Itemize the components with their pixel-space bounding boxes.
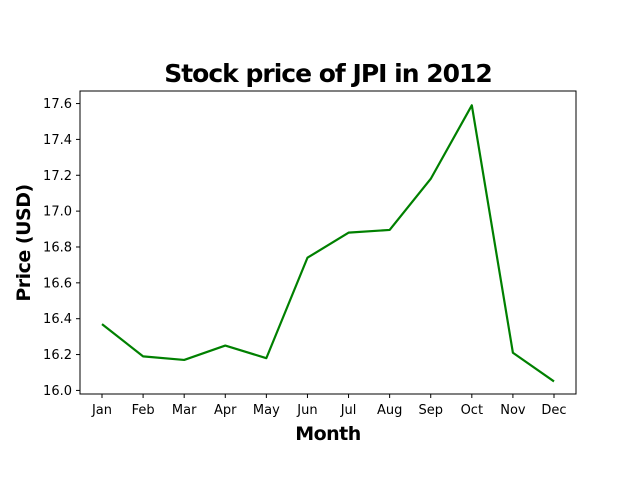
y-tick-label: 17.6 [43, 97, 72, 112]
x-tick-label: Aug [377, 403, 402, 418]
y-axis: 16.0 16.2 16.4 16.6 16.8 17.0 17.2 17.4 17.6 [43, 97, 80, 399]
x-tick-label: May [253, 403, 280, 418]
x-tick-label: Jan [91, 403, 112, 418]
x-tick-label: Oct [461, 403, 483, 418]
x-tick-label: Dec [541, 403, 566, 418]
x-tick-label: Feb [132, 403, 155, 418]
y-axis-label: Price (USD) [13, 184, 35, 301]
x-tick-label: Mar [172, 403, 197, 418]
y-tick-label: 16.4 [43, 312, 72, 327]
chart-title: Stock price of JPI in 2012 [164, 59, 492, 88]
y-tick-label: 17.2 [43, 169, 72, 184]
y-tick-label: 16.0 [43, 384, 72, 399]
y-tick-label: 16.2 [43, 348, 72, 363]
y-tick-label: 17.4 [43, 133, 72, 148]
x-axis: Jan Feb Mar Apr May Jun Jul Aug Sep Oct Nov Dec [91, 394, 567, 418]
series-layer [101, 104, 555, 383]
x-tick-label: Apr [214, 403, 237, 418]
plot-area [79, 90, 577, 395]
y-tick-label: 17.0 [43, 205, 72, 220]
x-tick-label: Nov [500, 403, 526, 418]
y-tick-label: 16.6 [43, 276, 72, 291]
series-line [101, 104, 555, 383]
x-tick-label: Jun [296, 403, 317, 418]
x-tick-label: Jul [340, 403, 357, 418]
x-tick-label: Sep [418, 403, 443, 418]
y-tick-label: 16.8 [43, 240, 72, 255]
x-axis-label: Month [295, 423, 361, 445]
